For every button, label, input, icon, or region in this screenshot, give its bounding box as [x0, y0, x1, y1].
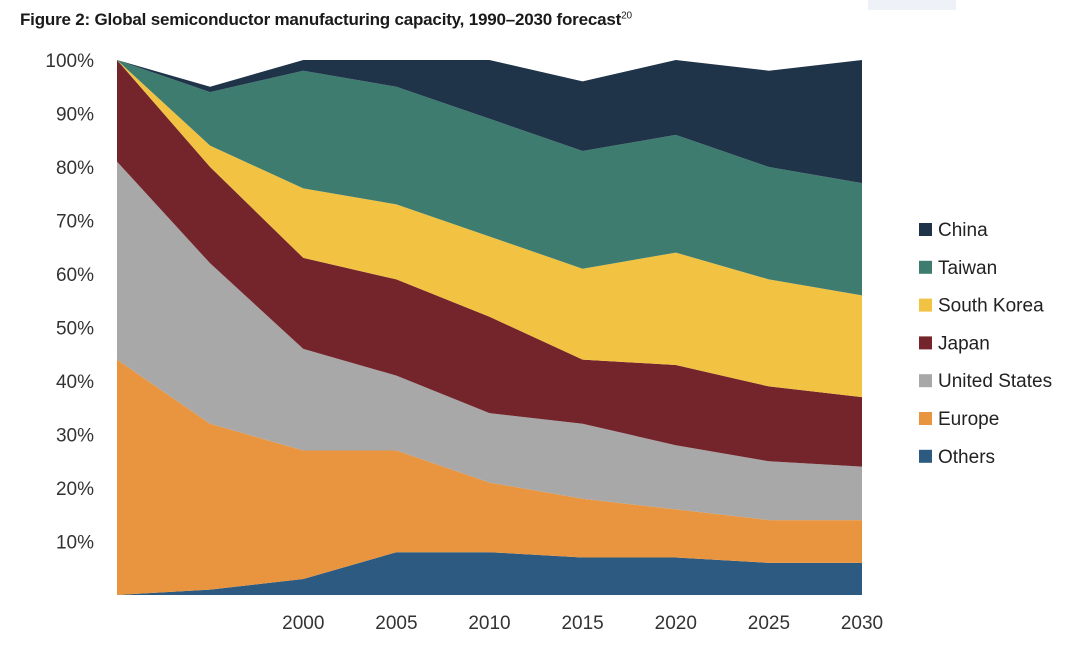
- y-tick-label: 70%: [56, 212, 94, 233]
- legend-label-china: China: [938, 220, 988, 241]
- legend-swatch-europe: [919, 412, 932, 425]
- y-tick-label: 100%: [45, 51, 94, 72]
- y-tick-label: 90%: [56, 105, 94, 126]
- area-europe: [117, 359, 862, 595]
- legend-label-others: Others: [938, 447, 995, 468]
- area-south-korea: [117, 60, 862, 398]
- chart-title-text: Figure 2: Global semiconductor manufactu…: [20, 10, 622, 29]
- area-united-states: [117, 161, 862, 521]
- title-footnote: 20: [621, 10, 632, 22]
- y-tick-label: 30%: [56, 426, 94, 447]
- legend-swatch-south-korea: [919, 298, 932, 312]
- x-tick-label: 2015: [561, 613, 603, 634]
- area-japan: [117, 60, 862, 467]
- y-tick-label: 40%: [56, 372, 94, 393]
- legend-label-united-states: United States: [938, 371, 1052, 392]
- x-axis-ticks: 2000 2005 2010 2015 2020 2025 2030: [282, 613, 883, 634]
- area-layers: [117, 60, 862, 595]
- y-tick-label: 60%: [56, 265, 94, 286]
- legend: China Taiwan South Korea Japan United States…: [919, 220, 1052, 468]
- legend-swatch-united-states: [919, 374, 932, 388]
- area-others: [117, 552, 862, 595]
- legend-label-south-korea: South Korea: [938, 296, 1044, 317]
- y-axis-ticks: 10% 20% 30% 40% 50% 60% 70% 80% 90% 100%: [45, 51, 94, 554]
- area-china: [117, 60, 862, 184]
- chart-title: Figure 2: Global semiconductor manufactu…: [20, 10, 632, 30]
- area-taiwan: [117, 60, 862, 296]
- legend-label-japan: Japan: [938, 333, 990, 354]
- x-tick-label: 2025: [748, 613, 790, 634]
- x-tick-label: 2005: [375, 613, 417, 634]
- legend-swatch-japan: [919, 336, 932, 350]
- x-tick-label: 2030: [841, 613, 883, 634]
- legend-label-taiwan: Taiwan: [938, 258, 997, 279]
- y-tick-label: 50%: [56, 319, 94, 340]
- x-tick-label: 2010: [468, 613, 510, 634]
- legend-swatch-others: [919, 449, 932, 463]
- x-tick-label: 2000: [282, 613, 324, 634]
- y-tick-label: 10%: [56, 533, 94, 554]
- x-tick-label: 2020: [655, 613, 697, 634]
- y-tick-label: 20%: [56, 479, 94, 500]
- corner-decoration: [868, 0, 956, 10]
- legend-label-europe: Europe: [938, 409, 999, 430]
- y-tick-label: 80%: [56, 158, 94, 179]
- legend-swatch-china: [919, 223, 932, 236]
- legend-swatch-taiwan: [919, 260, 932, 274]
